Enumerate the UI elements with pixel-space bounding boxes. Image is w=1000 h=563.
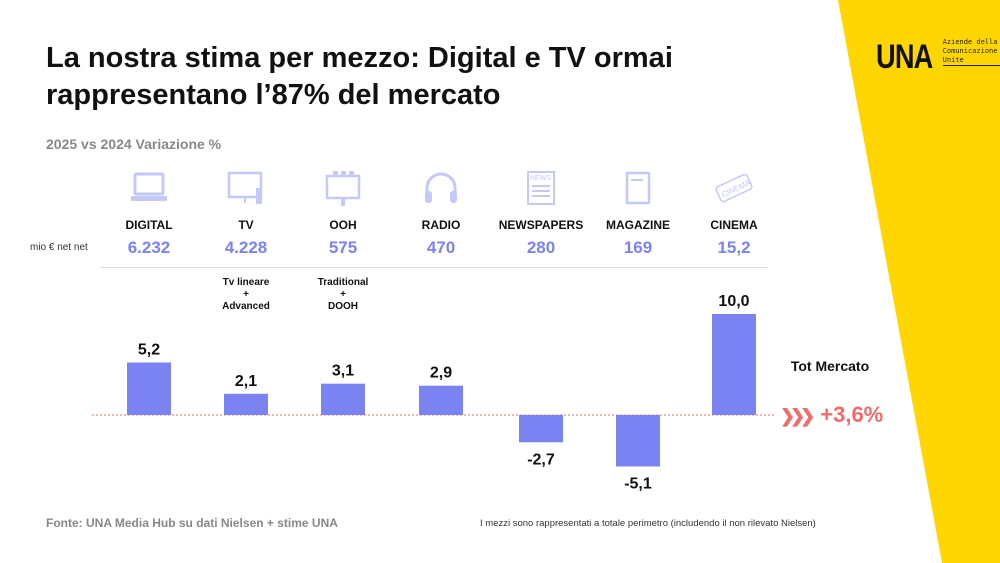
media-note: Traditional + DOOH: [317, 277, 369, 312]
bar-cinema: [712, 314, 756, 415]
cinema-ticket-icon: CINEMA: [715, 173, 753, 203]
unit-label: mio € net net: [30, 242, 88, 253]
bar-radio: [419, 385, 463, 415]
bar-value-label: 2,9: [430, 365, 452, 382]
subtitle: 2025 vs 2024 Variazione %: [46, 136, 222, 152]
page-title: La nostra stima per mezzo: Digital e TV …: [46, 42, 673, 111]
bar-value-label: 3,1: [332, 363, 354, 380]
bar-value-label: 2,1: [235, 373, 257, 390]
bar-value-label: 10,0: [718, 293, 749, 310]
bar-value-label: 5,2: [138, 341, 160, 358]
newspaper-icon: NEWS: [527, 171, 555, 205]
total-value-text: +3,6%: [820, 402, 884, 427]
media-digital: DIGITAL 6.232: [94, 170, 204, 258]
bar-value-label: -2,7: [527, 451, 555, 468]
media-radio: RADIO 470: [386, 170, 496, 258]
media-label: TV: [238, 218, 254, 232]
media-amount: 575: [328, 238, 358, 257]
billboard-icon: [325, 171, 361, 206]
tv-icon: [227, 171, 263, 204]
total-market-label: Tot Mercato: [790, 358, 870, 374]
media-amount: 4.228: [224, 238, 268, 257]
media-amount: 6.232: [127, 238, 171, 257]
logo-text-content: Aziende della Comunicazione Unite: [942, 38, 998, 64]
media-label: OOH: [329, 218, 357, 232]
headphones-icon: [425, 172, 457, 203]
svg-text:NEWS: NEWS: [530, 175, 551, 182]
media-ooh: OOH 575: [288, 170, 398, 258]
divider: [100, 267, 768, 268]
chevrons-icon: ❯❯❯: [780, 406, 815, 426]
media-amount: 280: [526, 238, 556, 257]
total-market-value: ❯❯❯ +3,6%: [780, 402, 883, 428]
bar-newspapers: [519, 415, 563, 443]
logo-mark: UNA: [876, 38, 933, 76]
media-newspapers: NEWS NEWSPAPERS 280: [486, 170, 596, 258]
media-amount: 470: [426, 238, 456, 257]
media-amount: 169: [623, 238, 653, 257]
media-tv: TV 4.228: [191, 170, 301, 258]
magazine-icon: [625, 171, 651, 205]
media-cinema: CINEMA CINEMA 15,2: [679, 170, 789, 258]
logo-text: Aziende della Comunicazione Unite: [942, 38, 1000, 66]
media-label: DIGITAL: [125, 218, 173, 232]
bar-magazine: [616, 415, 660, 467]
media-label: RADIO: [421, 218, 461, 232]
media-label: CINEMA: [710, 218, 758, 232]
footnote: I mezzi sono rappresentati a totale peri…: [480, 518, 816, 529]
media-note: Tv lineare + Advanced: [222, 277, 270, 312]
laptop-icon: [131, 172, 167, 201]
bar-tv: [224, 393, 268, 415]
bar-ooh: [321, 383, 365, 415]
media-label: MAGAZINE: [606, 218, 670, 232]
media-magazine: MAGAZINE 169: [583, 170, 693, 258]
bar-value-label: -5,1: [624, 476, 652, 493]
media-label: NEWSPAPERS: [498, 218, 584, 232]
source-note: Fonte: UNA Media Hub su dati Nielsen + s…: [46, 516, 338, 530]
una-logo: UNA Aziende della Comunicazione Unite: [876, 38, 1000, 76]
media-amount: 15,2: [717, 238, 751, 257]
bar-digital: [127, 362, 171, 415]
